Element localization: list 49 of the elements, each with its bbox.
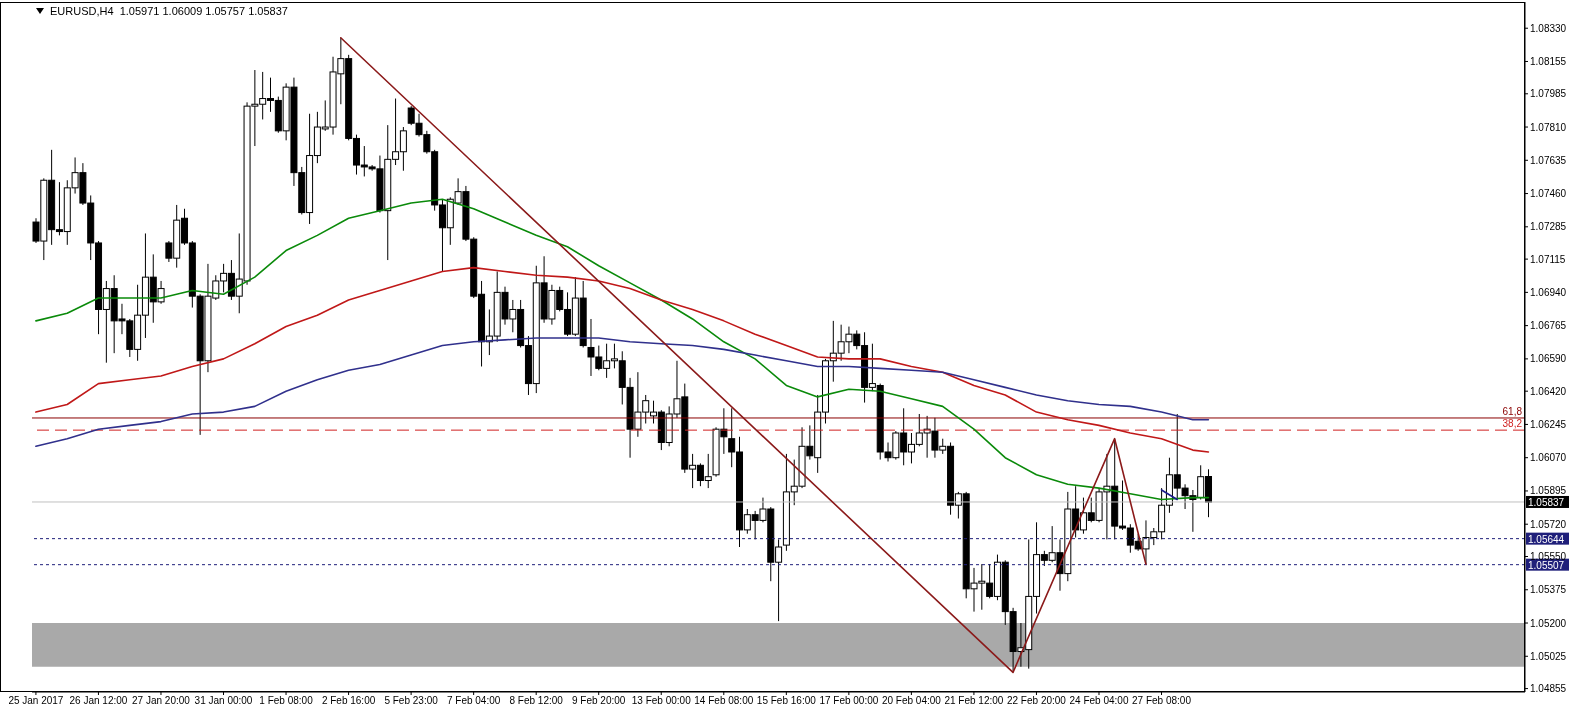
line-series (35, 198, 1210, 501)
x-tick-label: 14 Feb 08:00 (694, 695, 754, 707)
y-tick-label: 1.04855 (1530, 683, 1567, 695)
y-tick-label: 1.05375 (1530, 584, 1567, 596)
y-tick-label: 1.07460 (1530, 188, 1567, 200)
y-tick-label: 1.08330 (1530, 22, 1567, 34)
x-tick-label: 27 Feb 08:00 (1132, 695, 1192, 707)
x-tick-label: 15 Feb 16:00 (756, 695, 817, 707)
x-tick-label: 24 Feb 04:00 (1069, 695, 1129, 707)
y-tick-label: 1.06940 (1530, 286, 1567, 298)
y-tick-label: 1.06765 (1530, 320, 1567, 332)
y-tick-label: 1.08155 (1530, 56, 1567, 68)
chart-title: EURUSD,H4 1.05971 1.06009 1.05757 1.05837 (50, 5, 288, 17)
y-tick-label: 1.05025 (1530, 650, 1567, 662)
y-tick-label: 1.07985 (1530, 88, 1567, 100)
annotation: 38,2 (1502, 418, 1523, 430)
x-tick-label: 1 Feb 08:00 (259, 695, 314, 707)
annotation: 61,8 (1502, 405, 1523, 417)
y-tick-label: 1.07810 (1530, 121, 1567, 133)
y-tick-label: 1.06070 (1530, 452, 1567, 464)
x-tick-label: 2 Feb 16:00 (321, 695, 376, 707)
x-tick-label: 22 Feb 20:00 (1006, 695, 1067, 707)
x-tick-label: 27 Jan 20:00 (132, 695, 191, 707)
y-tick-label: 1.06420 (1530, 385, 1567, 397)
x-tick-label: 31 Jan 00:00 (194, 695, 253, 707)
y-tick-label: 1.07115 (1530, 253, 1566, 265)
x-tick-label: 25 Jan 2017 (8, 695, 64, 707)
x-tick-label: 5 Feb 23:00 (384, 695, 439, 707)
x-tick-label: 8 Feb 12:00 (509, 695, 564, 707)
line-series (339, 36, 1147, 674)
x-tick-label: 17 Feb 00:00 (819, 695, 879, 707)
x-tick-label: 21 Feb 12:00 (944, 695, 1004, 707)
y-tick-label: 1.05895 (1530, 485, 1567, 497)
y-tick-label: 1.05200 (1530, 617, 1567, 629)
x-tick-label: 26 Jan 12:00 (69, 695, 128, 707)
x-tick-label: 7 Feb 04:00 (446, 695, 501, 707)
y-tick-label: 1.05720 (1530, 518, 1567, 530)
y-tick-label: 1.07635 (1530, 154, 1567, 166)
line-series (35, 337, 1210, 448)
ref-line-label: 1.05644 (1528, 533, 1565, 545)
x-tick-label: 9 Feb 20:00 (572, 695, 626, 707)
y-tick-label: 1.06590 (1530, 353, 1567, 365)
y-tick-label: 1.06245 (1530, 418, 1567, 430)
x-tick-label: 13 Feb 00:00 (631, 695, 692, 707)
line-series (35, 266, 1210, 453)
y-tick-label: 1.07285 (1530, 221, 1567, 233)
ref-line-label: 1.05837 (1528, 496, 1565, 508)
x-tick-label: 20 Feb 04:00 (881, 695, 942, 707)
ref-line-label: 1.05507 (1528, 559, 1565, 571)
